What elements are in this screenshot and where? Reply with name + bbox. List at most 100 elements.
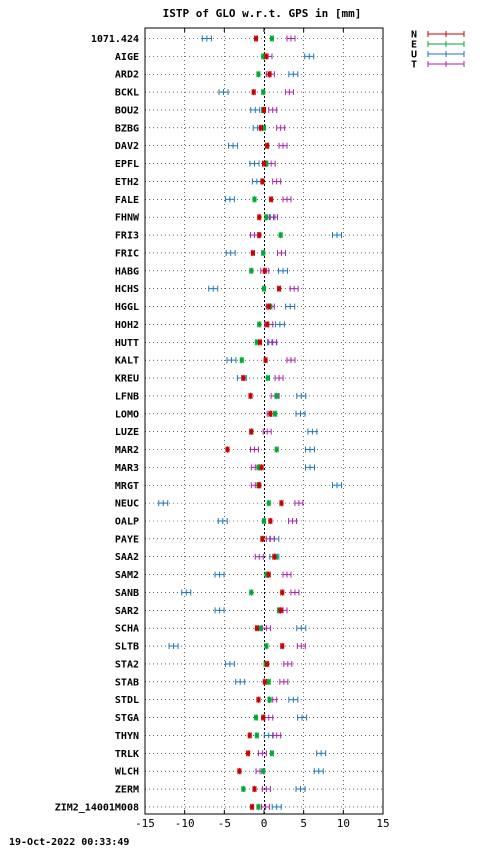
point-n (267, 70, 272, 78)
point-n (264, 52, 269, 60)
station-label: THYN (115, 731, 139, 742)
point-e (261, 249, 266, 257)
point-t (284, 89, 294, 96)
point-n (248, 392, 253, 400)
chart-title: ISTP of GLO w.r.t. GPS in [mm] (163, 7, 362, 20)
station-label: NEUC (115, 499, 139, 510)
point-e (261, 285, 267, 293)
x-tick-label: -5 (218, 817, 231, 830)
point-e (266, 678, 271, 686)
point-u (235, 678, 246, 685)
x-tick-label: 15 (376, 817, 389, 830)
point-n (272, 553, 277, 561)
point-u (158, 500, 169, 507)
point-e (266, 499, 271, 507)
x-tick-label: -15 (135, 817, 155, 830)
point-n (237, 767, 242, 775)
point-t (286, 35, 296, 42)
point-u (295, 410, 306, 417)
point-t (268, 339, 278, 346)
point-t (257, 750, 267, 757)
point-t (262, 428, 272, 435)
point-u (263, 732, 274, 739)
point-u (288, 696, 299, 703)
point-n (241, 374, 246, 382)
point-e (267, 696, 272, 704)
station-label: HGGL (115, 302, 139, 313)
point-u (296, 392, 307, 399)
legend-sample-e (427, 41, 465, 47)
point-e (249, 267, 254, 275)
point-t (278, 142, 288, 149)
point-t (261, 803, 271, 810)
point-n (261, 106, 267, 114)
point-e (278, 231, 283, 239)
station-label: BZBG (115, 123, 139, 134)
x-tick-label: 0 (261, 817, 268, 830)
point-t (290, 589, 300, 596)
point-e (274, 446, 279, 454)
legend-label-e: E (411, 40, 417, 51)
point-t (282, 571, 292, 578)
point-e (264, 642, 269, 650)
station-label: SANB (115, 588, 139, 599)
point-n (250, 249, 256, 257)
point-t (288, 517, 298, 524)
station-label: ARD2 (115, 70, 139, 81)
legend-sample-u (427, 51, 465, 57)
point-n (266, 571, 271, 579)
point-n (264, 320, 270, 328)
station-label: SLTB (115, 642, 139, 653)
station-label: EPFL (115, 159, 139, 170)
point-e (252, 195, 257, 203)
station-label: LUZE (115, 427, 139, 438)
point-u (307, 428, 318, 435)
point-n (259, 463, 264, 471)
station-label: KALT (115, 356, 139, 367)
legend-label-n: N (411, 30, 417, 41)
point-e (239, 356, 244, 364)
point-u (285, 303, 296, 310)
point-e (254, 731, 260, 739)
point-e (261, 767, 266, 775)
point-u (208, 285, 219, 292)
point-n (280, 642, 285, 650)
point-u (181, 589, 192, 596)
station-label: LOMO (115, 409, 139, 420)
point-n (260, 535, 265, 543)
x-tick-label: 5 (300, 817, 307, 830)
point-u (201, 35, 212, 42)
x-tick-label: -10 (175, 817, 195, 830)
station-label: FRIC (115, 248, 139, 259)
station-label: ETH2 (115, 177, 139, 188)
point-t (276, 124, 286, 131)
point-u (296, 625, 307, 632)
point-n (257, 481, 262, 489)
station-label: PAYE (115, 534, 139, 545)
point-t (272, 178, 282, 185)
point-u (251, 178, 262, 185)
point-u (228, 142, 239, 149)
legend-label-u: U (411, 50, 417, 61)
legend-sample-t (427, 61, 465, 67)
station-label: HABG (115, 266, 139, 277)
station-label: MAR3 (115, 463, 139, 474)
point-u (274, 321, 285, 328)
point-e (253, 714, 259, 722)
point-e (269, 749, 275, 757)
legend-sample-n (427, 31, 465, 37)
point-n (262, 267, 267, 275)
point-u (226, 357, 237, 364)
point-n (280, 588, 285, 596)
point-t (286, 357, 296, 364)
point-u (278, 267, 289, 274)
point-e (249, 588, 254, 596)
point-n (263, 356, 268, 364)
point-e (269, 35, 275, 42)
point-t (261, 786, 271, 793)
point-u (295, 786, 306, 793)
station-label: STAB (115, 677, 139, 688)
point-u (331, 482, 342, 489)
station-label: MRGT (115, 481, 139, 492)
point-e (261, 517, 267, 525)
